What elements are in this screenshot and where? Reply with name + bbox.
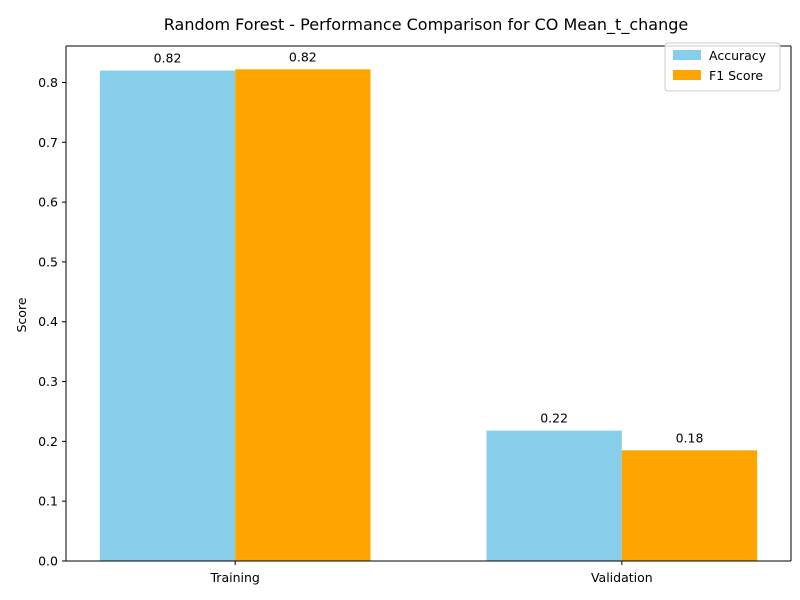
- data-labels-layer: 0.82 0.22 0.82 0.18: [154, 49, 704, 445]
- bar-accuracy-validation: [486, 430, 622, 561]
- bar-f1-score-validation: [621, 450, 758, 561]
- y-tick-label: 0.5: [38, 254, 58, 269]
- chart-title: Random Forest - Performance Comparison f…: [164, 15, 688, 35]
- x-tick-label: Validation: [591, 570, 653, 585]
- data-label: 0.18: [676, 430, 704, 445]
- y-tick-label: 0.2: [38, 434, 58, 449]
- bars-layer: [99, 69, 758, 562]
- data-label: 0.82: [154, 51, 182, 66]
- legend-entry: F1 Score: [709, 68, 763, 83]
- y-tick-label: 0.0: [38, 554, 58, 569]
- legend: Accuracy F1 Score: [664, 42, 781, 92]
- y-tick-label: 0.8: [38, 75, 58, 90]
- data-label: 0.22: [540, 411, 568, 426]
- legend-swatch: [673, 70, 701, 80]
- y-tick-label: 0.1: [38, 494, 58, 509]
- legend-entry: Accuracy: [709, 48, 767, 63]
- y-tick-label: 0.6: [38, 195, 58, 210]
- bar-f1-score-training: [235, 69, 371, 562]
- data-label: 0.82: [289, 49, 317, 64]
- axes-layer: 0.0 0.1 0.2 0.3 0.4 0.5 0.6 0.7 0.8 Training Valid…: [38, 45, 792, 585]
- bar-accuracy-training: [99, 70, 236, 562]
- y-tick-label: 0.7: [38, 135, 58, 150]
- y-axis-label: Score: [14, 297, 29, 332]
- y-tick-label: 0.4: [38, 314, 58, 329]
- x-tick-label: Training: [210, 570, 260, 585]
- legend-swatch: [673, 50, 701, 60]
- y-tick-label: 0.3: [38, 374, 58, 389]
